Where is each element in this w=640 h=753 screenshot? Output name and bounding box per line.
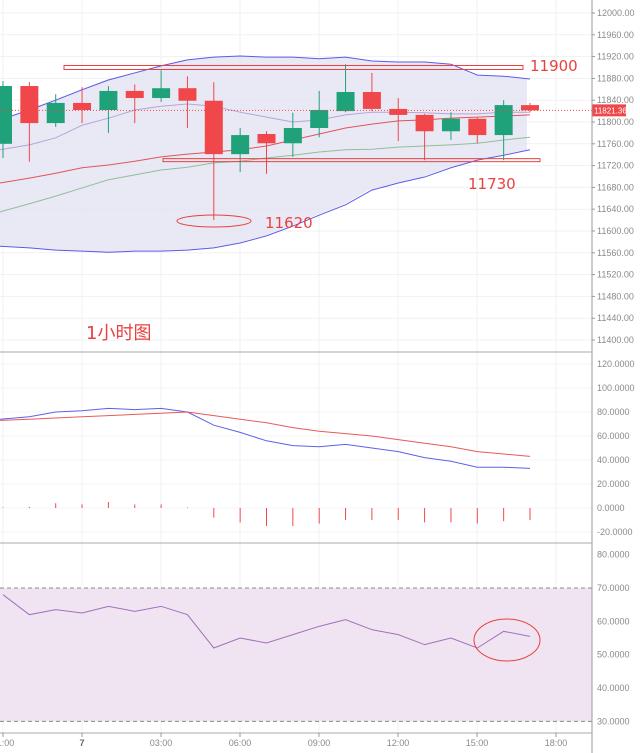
price-panel bbox=[0, 55, 592, 253]
price-tick-label: 11680.00 bbox=[597, 182, 634, 192]
timeframe-label: 1小时图 bbox=[86, 323, 151, 344]
annotations: 11900 11730 11620 1小时图 bbox=[86, 57, 578, 344]
ma-line bbox=[0, 103, 530, 151]
support-label: 11730 bbox=[468, 175, 516, 193]
bollinger-band-fill bbox=[0, 56, 527, 253]
low-label: 11620 bbox=[265, 214, 313, 232]
candle-down bbox=[389, 108, 408, 115]
rsi-tick-label: 40.0000 bbox=[597, 683, 630, 693]
x-tick-label: 12:00 bbox=[387, 738, 410, 748]
price-tick-label: 11880.00 bbox=[597, 73, 634, 83]
x-tick-label: 06:00 bbox=[229, 738, 252, 748]
candle-down bbox=[125, 90, 144, 99]
price-tick-label: 11400.00 bbox=[597, 335, 634, 345]
price-tick-label: 11640.00 bbox=[597, 204, 634, 214]
x-tick-label: 18:00 bbox=[545, 738, 568, 748]
price-tick-label: 11600.00 bbox=[597, 226, 634, 236]
resistance-line bbox=[63, 65, 524, 70]
x-tick-label: 03:00 bbox=[150, 738, 173, 748]
rsi-tick-label: 30.0000 bbox=[597, 716, 630, 726]
price-tick-label: 11520.00 bbox=[597, 270, 634, 280]
rsi-tick-label: 70.0000 bbox=[597, 583, 630, 593]
price-tick-label: 12000.00 bbox=[597, 8, 635, 18]
candle-up bbox=[441, 118, 460, 132]
candle-up bbox=[494, 105, 513, 136]
x-tick-label: 15:00 bbox=[466, 738, 489, 748]
price-tick-label: 11480.00 bbox=[597, 291, 634, 301]
candle-down bbox=[20, 86, 39, 124]
price-tick-label: 11840.00 bbox=[597, 95, 634, 105]
x-tick-label: 09:00 bbox=[308, 738, 331, 748]
rsi-line bbox=[2, 594, 531, 649]
candle-down bbox=[415, 114, 434, 132]
candle-down bbox=[204, 100, 223, 155]
candle-down bbox=[73, 102, 92, 111]
x-tick-label: 7 bbox=[79, 738, 84, 748]
macd-tick-label: 0.0000 bbox=[597, 503, 625, 513]
candle-down bbox=[521, 105, 539, 111]
candle-down bbox=[178, 88, 197, 101]
candle-up bbox=[283, 127, 302, 144]
macd-tick-label: 20.0000 bbox=[597, 479, 630, 489]
rsi-tick-label: 80.0000 bbox=[597, 550, 630, 560]
rsi-tick-label: 50.0000 bbox=[597, 650, 630, 660]
resistance-label: 11900 bbox=[530, 57, 578, 75]
macd-tick-label: 120.0000 bbox=[597, 359, 635, 369]
rsi-tick-label: 60.0000 bbox=[597, 616, 630, 626]
price-tick-label: 11800.00 bbox=[597, 117, 634, 127]
bollinger-upper-line bbox=[0, 55, 531, 121]
low-circle bbox=[176, 214, 252, 228]
candle-up bbox=[336, 92, 355, 112]
macd-tick-label: -20.0000 bbox=[597, 527, 633, 537]
rsi-band-fill bbox=[0, 588, 592, 722]
bollinger-lower-line bbox=[0, 149, 531, 253]
price-tick-label: 11960.00 bbox=[597, 30, 634, 40]
price-tick-label: 11560.00 bbox=[597, 248, 634, 258]
price-tick-label: 11720.00 bbox=[597, 161, 634, 171]
price-tick-label: 11920.00 bbox=[597, 52, 634, 62]
macd-tick-label: 100.0000 bbox=[597, 383, 635, 393]
macd-panel bbox=[0, 407, 531, 526]
macd-tick-label: 80.0000 bbox=[597, 407, 630, 417]
macd-dif-line bbox=[0, 407, 531, 469]
candle-up bbox=[0, 86, 12, 144]
rsi-circle bbox=[473, 618, 541, 662]
macd-dea-line bbox=[0, 411, 531, 457]
current-price-badge bbox=[592, 104, 626, 117]
candle-down bbox=[468, 118, 487, 136]
support-line bbox=[162, 158, 541, 163]
macd-tick-label: 40.0000 bbox=[597, 455, 630, 465]
current-price-label: 11821.36 bbox=[594, 106, 627, 115]
x-tick-label: 21:00 bbox=[0, 738, 14, 748]
candle-up bbox=[99, 90, 118, 111]
rsi-panel bbox=[0, 587, 592, 722]
candle-down bbox=[257, 133, 276, 144]
candle-up bbox=[310, 110, 329, 128]
macd-tick-label: 60.0000 bbox=[597, 431, 630, 441]
price-tick-label: 11760.00 bbox=[597, 139, 634, 149]
candle-up bbox=[231, 135, 250, 155]
price-tick-label: 11440.00 bbox=[597, 313, 634, 323]
candle-up bbox=[46, 102, 65, 124]
candle-up bbox=[152, 88, 171, 99]
candle-down bbox=[362, 92, 381, 109]
